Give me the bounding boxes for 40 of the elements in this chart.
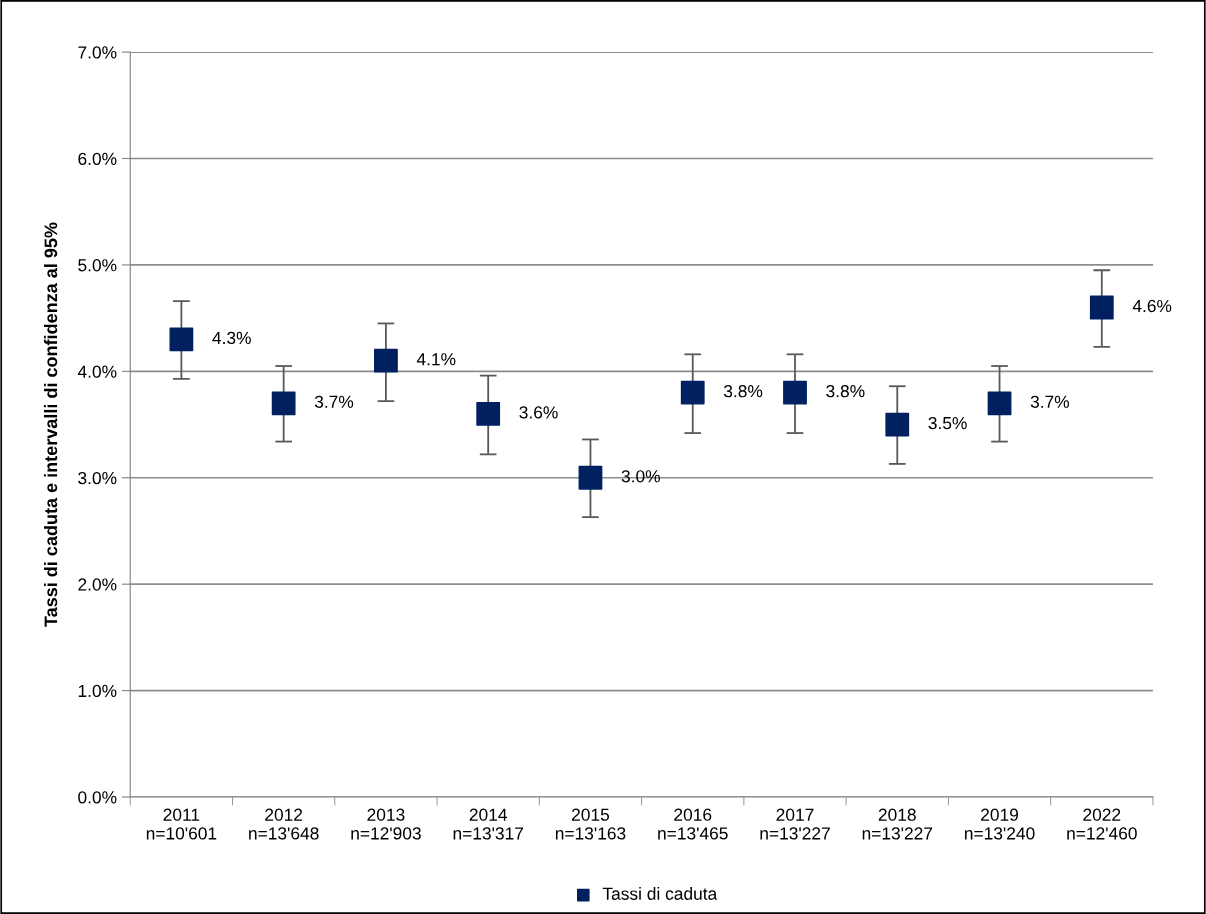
x-tick-label: 2013 n=12'903: [351, 808, 421, 840]
point: [169, 327, 194, 352]
y-tick-label: 4.0%: [77, 365, 117, 378]
y-tick-label: 6.0%: [78, 152, 117, 165]
x-tick-label: 2019 n=13'240: [965, 808, 1035, 840]
point: [578, 465, 603, 490]
x-tick-label: 2017 n=13'227: [760, 808, 830, 840]
data-label: 4.1%: [416, 353, 456, 366]
data-label: 3.7%: [1030, 395, 1070, 408]
data-label: 3.8%: [826, 384, 865, 398]
point: [987, 391, 1012, 416]
y-tick-label: 2.0%: [78, 578, 117, 591]
x-tick-label: 2012 n=13'648: [249, 808, 319, 840]
point: [476, 402, 501, 426]
data-label: 3.0%: [621, 470, 660, 483]
x-tick-label: 2014 n=13'317: [453, 808, 524, 840]
y-tick-label: 5.0%: [78, 259, 117, 272]
y-tick-label: 1.0%: [78, 684, 117, 698]
data-label: 3.5%: [928, 416, 967, 430]
point: [271, 391, 296, 416]
y-tick-label: 7.0%: [78, 46, 117, 59]
data-label: 3.8%: [723, 384, 763, 398]
point: [783, 380, 807, 405]
x-tick-label: 2016 n=13'465: [658, 808, 728, 840]
data-label: 4.3%: [212, 331, 251, 345]
point: [374, 348, 398, 373]
point: [680, 380, 705, 405]
y-tick-label: 0.0%: [78, 791, 117, 804]
x-tick-label: 2011 n=10'601: [146, 808, 217, 840]
x-tick-label: 2022 n=12'460: [1067, 808, 1137, 840]
data-label: 3.6%: [519, 406, 558, 419]
y-tick-label: 3.0%: [78, 471, 117, 485]
x-tick-label: 2015 n=13'163: [555, 808, 626, 840]
point: [1089, 295, 1114, 320]
y-axis-title: Tassi di caduta e intervalli di confidenza al 95%: [43, 222, 58, 627]
x-tick-label: 2018 n=13'227: [862, 808, 933, 840]
data-label: 3.7%: [314, 395, 354, 408]
point: [885, 412, 910, 437]
legend-label: Tassi di caduta: [602, 887, 718, 900]
data-label: 4.6%: [1132, 299, 1172, 313]
